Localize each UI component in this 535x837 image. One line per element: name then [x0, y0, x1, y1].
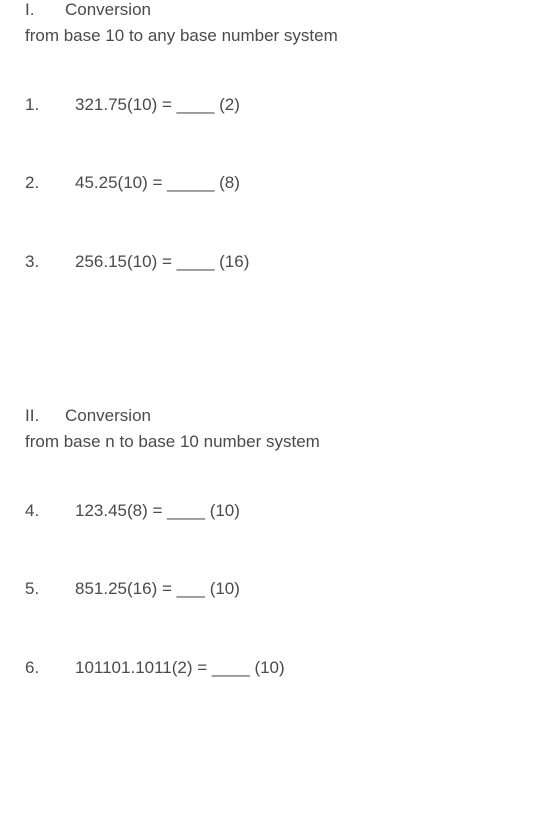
section-one-title: Conversion	[65, 0, 151, 22]
problem-number: 5.	[25, 577, 75, 601]
problem-number: 2.	[25, 171, 75, 195]
problem-item: 3. 256.15(10) = ____ (16)	[25, 250, 510, 274]
problem-text: 101101.1011(2) = ____ (10)	[75, 656, 285, 680]
section-two-header: II. Conversion	[25, 404, 510, 428]
problem-item: 5. 851.25(16) = ___ (10)	[25, 577, 510, 601]
problem-item: 4. 123.45(8) = ____ (10)	[25, 499, 510, 523]
problem-text: 321.75(10) = ____ (2)	[75, 93, 240, 117]
problem-item: 2. 45.25(10) = _____ (8)	[25, 171, 510, 195]
problem-item: 1. 321.75(10) = ____ (2)	[25, 93, 510, 117]
problem-number: 4.	[25, 499, 75, 523]
section-one-header: I. Conversion	[25, 0, 510, 22]
section-one-roman: I.	[25, 0, 65, 22]
section-two-title: Conversion	[65, 404, 151, 428]
problem-number: 3.	[25, 250, 75, 274]
section-two-subtitle: from base n to base 10 number system	[25, 430, 510, 454]
problem-text: 45.25(10) = _____ (8)	[75, 171, 240, 195]
problem-number: 6.	[25, 656, 75, 680]
problem-item: 6. 101101.1011(2) = ____ (10)	[25, 656, 510, 680]
problem-text: 123.45(8) = ____ (10)	[75, 499, 240, 523]
section-one-subtitle: from base 10 to any base number system	[25, 24, 510, 48]
problem-text: 851.25(16) = ___ (10)	[75, 577, 240, 601]
section-two-roman: II.	[25, 404, 65, 428]
problem-number: 1.	[25, 93, 75, 117]
problem-text: 256.15(10) = ____ (16)	[75, 250, 249, 274]
